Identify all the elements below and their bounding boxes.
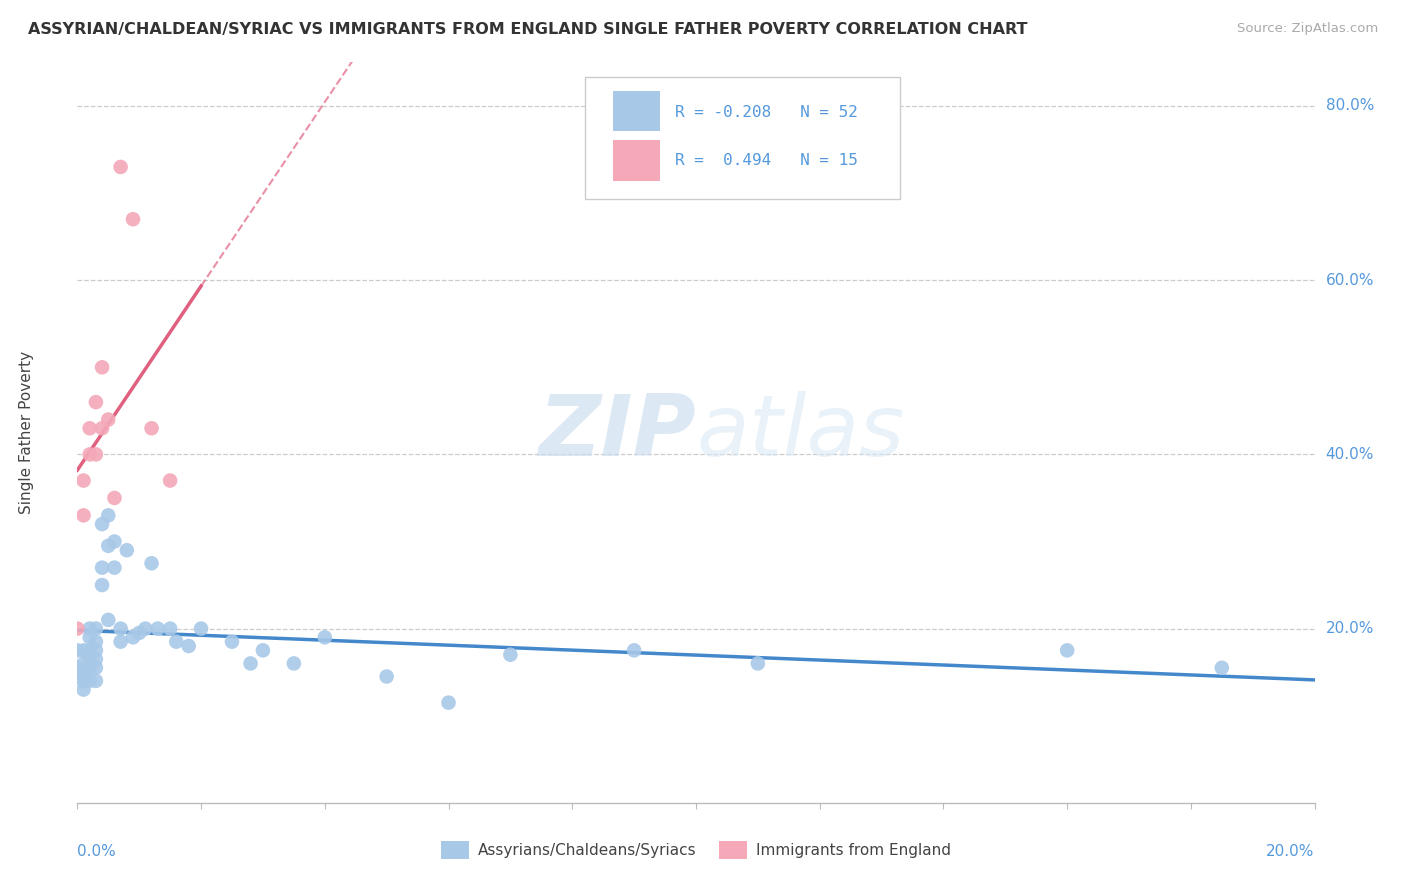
Point <box>103 560 125 574</box>
FancyBboxPatch shape <box>585 78 900 200</box>
Point <box>72 643 94 657</box>
Point <box>110 622 132 636</box>
Text: R =  0.494   N = 15: R = 0.494 N = 15 <box>675 153 858 169</box>
Text: 0.0%: 0.0% <box>77 844 117 858</box>
Point <box>79 643 101 657</box>
Point <box>159 622 181 636</box>
Point <box>79 447 101 461</box>
Point <box>165 634 187 648</box>
Point <box>110 160 132 174</box>
Point <box>1056 643 1078 657</box>
Point <box>79 622 101 636</box>
Point <box>79 661 101 675</box>
Point <box>437 696 460 710</box>
Text: 20.0%: 20.0% <box>1267 844 1315 858</box>
Text: Single Father Poverty: Single Father Poverty <box>20 351 34 514</box>
Point <box>375 669 398 683</box>
Point <box>159 474 181 488</box>
Point <box>221 634 243 648</box>
Point <box>72 682 94 697</box>
Point <box>66 643 89 657</box>
Point <box>91 578 114 592</box>
Point <box>103 491 125 505</box>
Point <box>79 652 101 666</box>
Point <box>84 652 107 666</box>
Point <box>97 613 120 627</box>
Point <box>97 539 120 553</box>
Point <box>499 648 522 662</box>
Point <box>134 622 156 636</box>
Point <box>623 643 645 657</box>
Point <box>84 661 107 675</box>
Text: Source: ZipAtlas.com: Source: ZipAtlas.com <box>1237 22 1378 36</box>
Point <box>72 673 94 688</box>
Point <box>66 622 89 636</box>
Point <box>103 534 125 549</box>
Point <box>84 622 107 636</box>
Point <box>177 639 200 653</box>
Point <box>72 657 94 671</box>
Point <box>84 673 107 688</box>
Point <box>84 395 107 409</box>
Text: 20.0%: 20.0% <box>1326 621 1374 636</box>
Point <box>97 412 120 426</box>
Text: 60.0%: 60.0% <box>1326 273 1374 288</box>
Point <box>252 643 274 657</box>
Point <box>115 543 138 558</box>
Text: atlas: atlas <box>696 391 904 475</box>
Point <box>91 560 114 574</box>
Point <box>79 421 101 435</box>
Point <box>283 657 305 671</box>
Point <box>66 669 89 683</box>
Point <box>146 622 169 636</box>
Point <box>97 508 120 523</box>
Point <box>190 622 212 636</box>
Point <box>239 657 262 671</box>
Point <box>72 665 94 680</box>
Point <box>72 474 94 488</box>
Point <box>84 634 107 648</box>
Point <box>122 630 145 644</box>
FancyBboxPatch shape <box>613 140 659 181</box>
Point <box>110 634 132 648</box>
Point <box>66 661 89 675</box>
Point <box>84 643 107 657</box>
Point <box>141 556 163 570</box>
Point <box>128 626 150 640</box>
Point <box>79 673 101 688</box>
Text: R = -0.208   N = 52: R = -0.208 N = 52 <box>675 104 858 120</box>
Point <box>84 447 107 461</box>
Text: 80.0%: 80.0% <box>1326 98 1374 113</box>
Point <box>122 212 145 227</box>
Text: ASSYRIAN/CHALDEAN/SYRIAC VS IMMIGRANTS FROM ENGLAND SINGLE FATHER POVERTY CORREL: ASSYRIAN/CHALDEAN/SYRIAC VS IMMIGRANTS F… <box>28 22 1028 37</box>
FancyBboxPatch shape <box>613 91 659 131</box>
Point <box>91 517 114 532</box>
Point <box>314 630 336 644</box>
Point <box>91 421 114 435</box>
Point <box>91 360 114 375</box>
Text: ZIP: ZIP <box>538 391 696 475</box>
Point <box>747 657 769 671</box>
Point <box>79 630 101 644</box>
Point <box>1211 661 1233 675</box>
Legend: Assyrians/Chaldeans/Syriacs, Immigrants from England: Assyrians/Chaldeans/Syriacs, Immigrants … <box>434 835 957 865</box>
Text: 40.0%: 40.0% <box>1326 447 1374 462</box>
Point <box>141 421 163 435</box>
Point <box>72 508 94 523</box>
